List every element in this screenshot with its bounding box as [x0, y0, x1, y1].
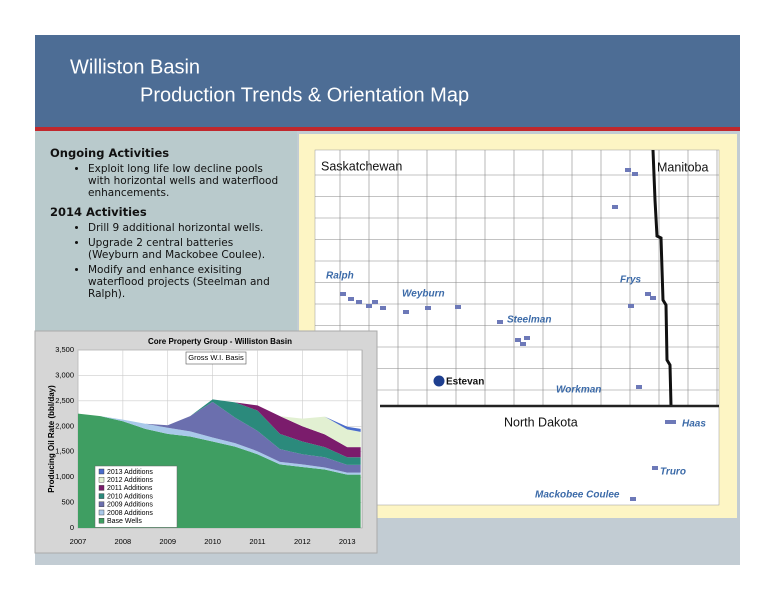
pool: [497, 320, 503, 324]
map: [314, 149, 720, 506]
field-label: Haas: [682, 419, 706, 430]
map-grid: [315, 150, 719, 406]
pool: [630, 497, 636, 501]
x-tick-label: 2012: [294, 537, 311, 546]
legend-swatch: [98, 485, 105, 491]
y-tick-label: 3,000: [55, 370, 74, 379]
legend-label: 2009 Additions: [107, 502, 153, 509]
subtitle: Production Trends & Orientation Map: [140, 84, 469, 106]
pool: [625, 168, 631, 172]
pool: [356, 300, 362, 304]
pool: [366, 304, 372, 308]
x-tick-label: 2013: [339, 537, 356, 546]
region-label: Saskatchewan: [321, 159, 402, 173]
pool: [652, 466, 658, 470]
legend-label: 2010 Additions: [107, 493, 153, 500]
section-heading: 2014 Activities: [50, 205, 147, 219]
x-tick-label: 2010: [204, 537, 221, 546]
pool: [455, 305, 461, 309]
legend-swatch: [98, 477, 105, 483]
pool: [520, 342, 526, 346]
field-label: Workman: [556, 385, 601, 396]
bullet: Upgrade 2 central batteries (Weyburn and…: [88, 237, 286, 261]
y-tick-label: 500: [61, 498, 74, 507]
area: [78, 401, 361, 473]
pool: [340, 292, 346, 296]
legend-swatch: [98, 493, 105, 499]
city-label: Estevan: [446, 377, 484, 388]
pool: [665, 420, 671, 424]
y-tick-label: 2,500: [55, 396, 74, 405]
header-band: [35, 35, 740, 128]
legend-label: 2012 Additions: [107, 477, 153, 484]
bullet-list: Drill 9 additional horizontal wells. Upgr…: [50, 222, 286, 300]
pools: [340, 168, 676, 501]
y-tick-label: 1,500: [55, 447, 74, 456]
bullet: Modify and enhance exisiting waterflood …: [88, 264, 286, 300]
pool: [612, 205, 618, 209]
legend-label: 2013 Additions: [107, 469, 153, 476]
field-label: Frys: [620, 275, 642, 286]
legend: [94, 465, 178, 528]
legend-label: 2008 Additions: [107, 510, 153, 517]
area: [78, 399, 361, 448]
pool: [515, 338, 521, 342]
title: Williston Basin: [70, 56, 200, 78]
chart-title: Core Property Group - Williston Basin: [148, 337, 292, 346]
legend-swatch: [98, 468, 105, 475]
city-dot: [433, 375, 445, 387]
pool: [650, 296, 656, 300]
legend-swatch: [98, 518, 105, 524]
y-tick-label: 0: [70, 523, 74, 532]
field-label: Steelman: [507, 315, 551, 326]
pool: [403, 310, 409, 314]
activities: Ongoing Activities Exploit long life low …: [50, 144, 286, 306]
region-label: North Dakota: [504, 415, 578, 429]
field-label: Truro: [660, 467, 686, 478]
x-tick-label: 2011: [249, 537, 265, 546]
pool: [348, 297, 354, 301]
pool: [632, 172, 638, 176]
pool: [372, 300, 378, 304]
pool: [645, 292, 651, 296]
x-tick-label: 2009: [159, 537, 176, 546]
header-rule: [35, 127, 740, 131]
text-panel: [35, 131, 297, 331]
y-tick-label: 3,500: [55, 345, 74, 354]
field-label: Weyburn: [402, 289, 445, 300]
x-tick-label: 2008: [115, 537, 132, 546]
chart: Core Property Group - Williston Basin 0 50…: [47, 337, 363, 546]
y-tick-label: 1,000: [55, 472, 74, 481]
pool: [670, 420, 676, 424]
pool: [425, 306, 431, 310]
legend-label: 2011 Additions: [107, 485, 153, 492]
pool: [636, 385, 642, 389]
bullet: Drill 9 additional horizontal wells.: [88, 222, 286, 234]
field-label: Mackobee Coulee: [535, 490, 620, 501]
legend-swatch: [98, 509, 105, 516]
region-label: Manitoba: [657, 160, 708, 174]
chart-subtitle: Gross W.I. Basis: [188, 353, 244, 362]
x-tick-label: 2007: [70, 537, 87, 546]
border: [651, 149, 673, 407]
bullet-list: Exploit long life low decline pools with…: [50, 163, 286, 199]
pool: [524, 336, 530, 340]
legend-swatch: [98, 501, 105, 507]
section-heading: Ongoing Activities: [50, 146, 170, 160]
y-axis-label: Producing Oil Rate (bbl/day): [47, 385, 56, 493]
legend-label: Base Wells: [107, 518, 142, 525]
area: [78, 413, 361, 475]
area: [78, 399, 361, 465]
y-tick-label: 2,000: [55, 421, 74, 430]
bullet: Exploit long life low decline pools with…: [88, 163, 286, 199]
subtitle-box: [185, 351, 247, 365]
pool: [628, 304, 634, 308]
area: [78, 399, 361, 458]
field-label: Ralph: [326, 271, 354, 282]
pool: [380, 306, 386, 310]
